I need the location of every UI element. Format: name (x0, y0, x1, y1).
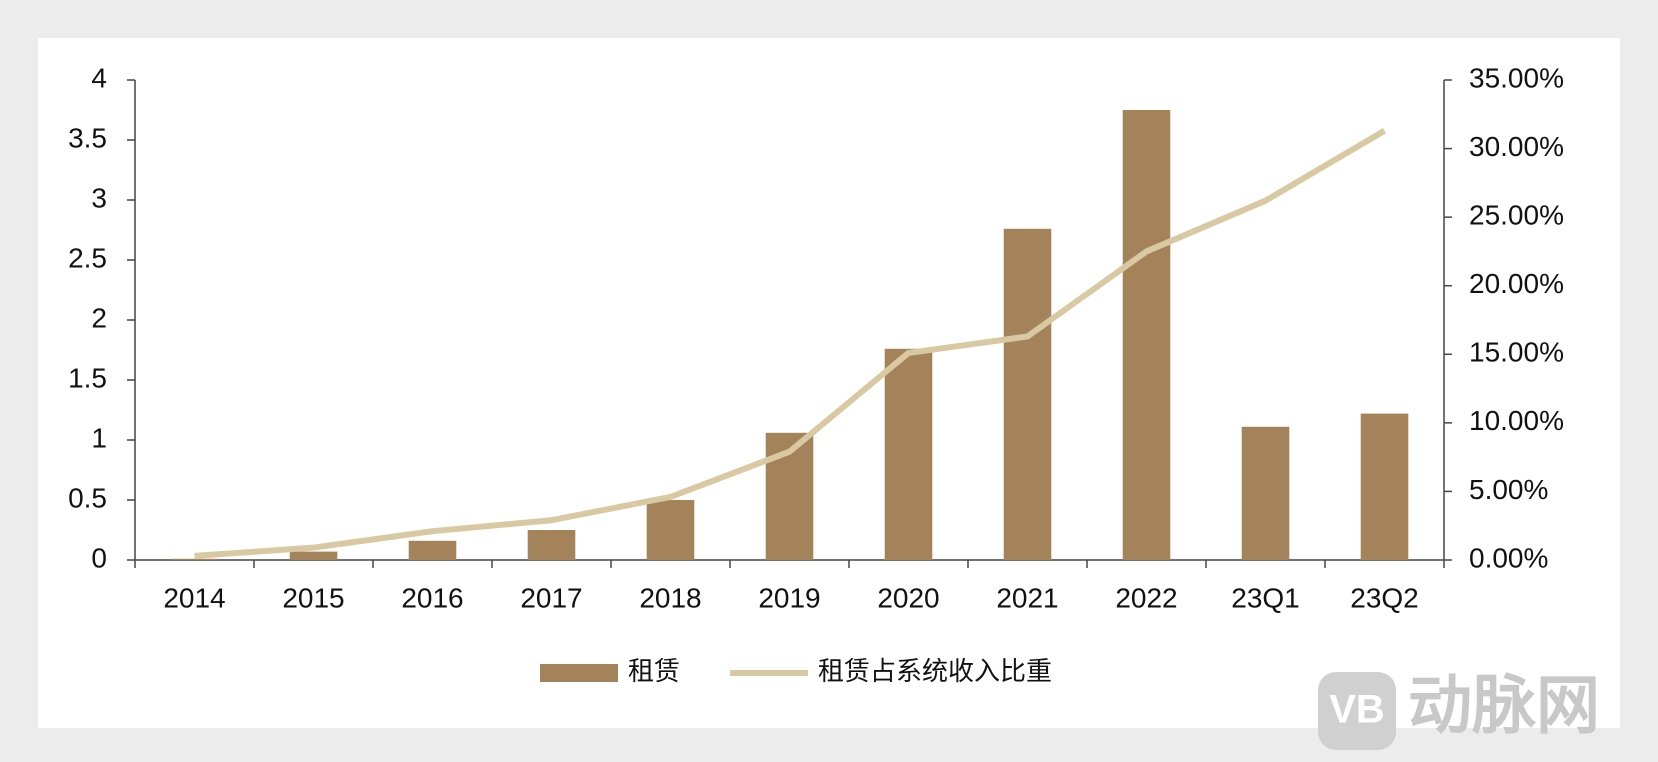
x-tick-label: 23Q2 (1350, 582, 1419, 613)
bar (1241, 426, 1290, 560)
y-tick-label: 0 (91, 542, 107, 573)
bar (527, 530, 576, 560)
legend-label: 租赁 (628, 657, 680, 687)
x-tick-label: 2014 (163, 582, 225, 613)
y2-tick-label: 25.00% (1469, 200, 1564, 231)
y-tick-label: 4 (91, 62, 107, 93)
svg-text:VB: VB (1329, 688, 1385, 732)
y2-tick-label: 0.00% (1469, 542, 1548, 573)
y-tick-label: 2 (91, 302, 107, 333)
x-tick-label: 2018 (639, 582, 701, 613)
bar (170, 558, 219, 560)
bar (408, 540, 457, 560)
y2-tick-label: 30.00% (1469, 131, 1564, 162)
y-tick-label: 2.5 (68, 242, 107, 273)
y2-tick-label: 5.00% (1469, 474, 1548, 505)
bar (1122, 110, 1171, 560)
x-tick-label: 2017 (520, 582, 582, 613)
y-tick-label: 3 (91, 182, 107, 213)
line (194, 128, 1387, 559)
legend: 租赁 租赁占系统收入比重 (540, 657, 1052, 687)
chart-card (38, 38, 1620, 728)
y2-tick-label: 10.00% (1469, 405, 1564, 436)
x-tick-label: 2020 (877, 582, 939, 613)
legend-swatch (540, 664, 618, 682)
watermark: 动脉网 (1408, 670, 1600, 744)
x-tick-label: 2015 (282, 582, 344, 613)
x-tick-label: 2019 (758, 582, 820, 613)
x-tick-label: 23Q1 (1231, 582, 1300, 613)
y2-tick-label: 20.00% (1469, 268, 1564, 299)
y2-tick-label: 15.00% (1469, 337, 1564, 368)
bar (646, 500, 695, 560)
bar (884, 348, 933, 560)
x-tick-label: 2022 (1115, 582, 1177, 613)
x-tick-label: 2021 (996, 582, 1058, 613)
y-tick-label: 3.5 (68, 122, 107, 153)
y2-tick-label: 35.00% (1469, 62, 1564, 93)
watermark-logo: VB (1318, 672, 1396, 750)
y-tick-label: 0.5 (68, 482, 107, 513)
bar (1003, 228, 1052, 561)
x-tick-label: 2016 (401, 582, 463, 613)
y-tick-label: 1 (91, 422, 107, 453)
bar (289, 551, 338, 560)
y-tick-label: 1.5 (68, 362, 107, 393)
bar (1360, 413, 1409, 560)
legend-label: 租赁占系统收入比重 (818, 657, 1052, 687)
